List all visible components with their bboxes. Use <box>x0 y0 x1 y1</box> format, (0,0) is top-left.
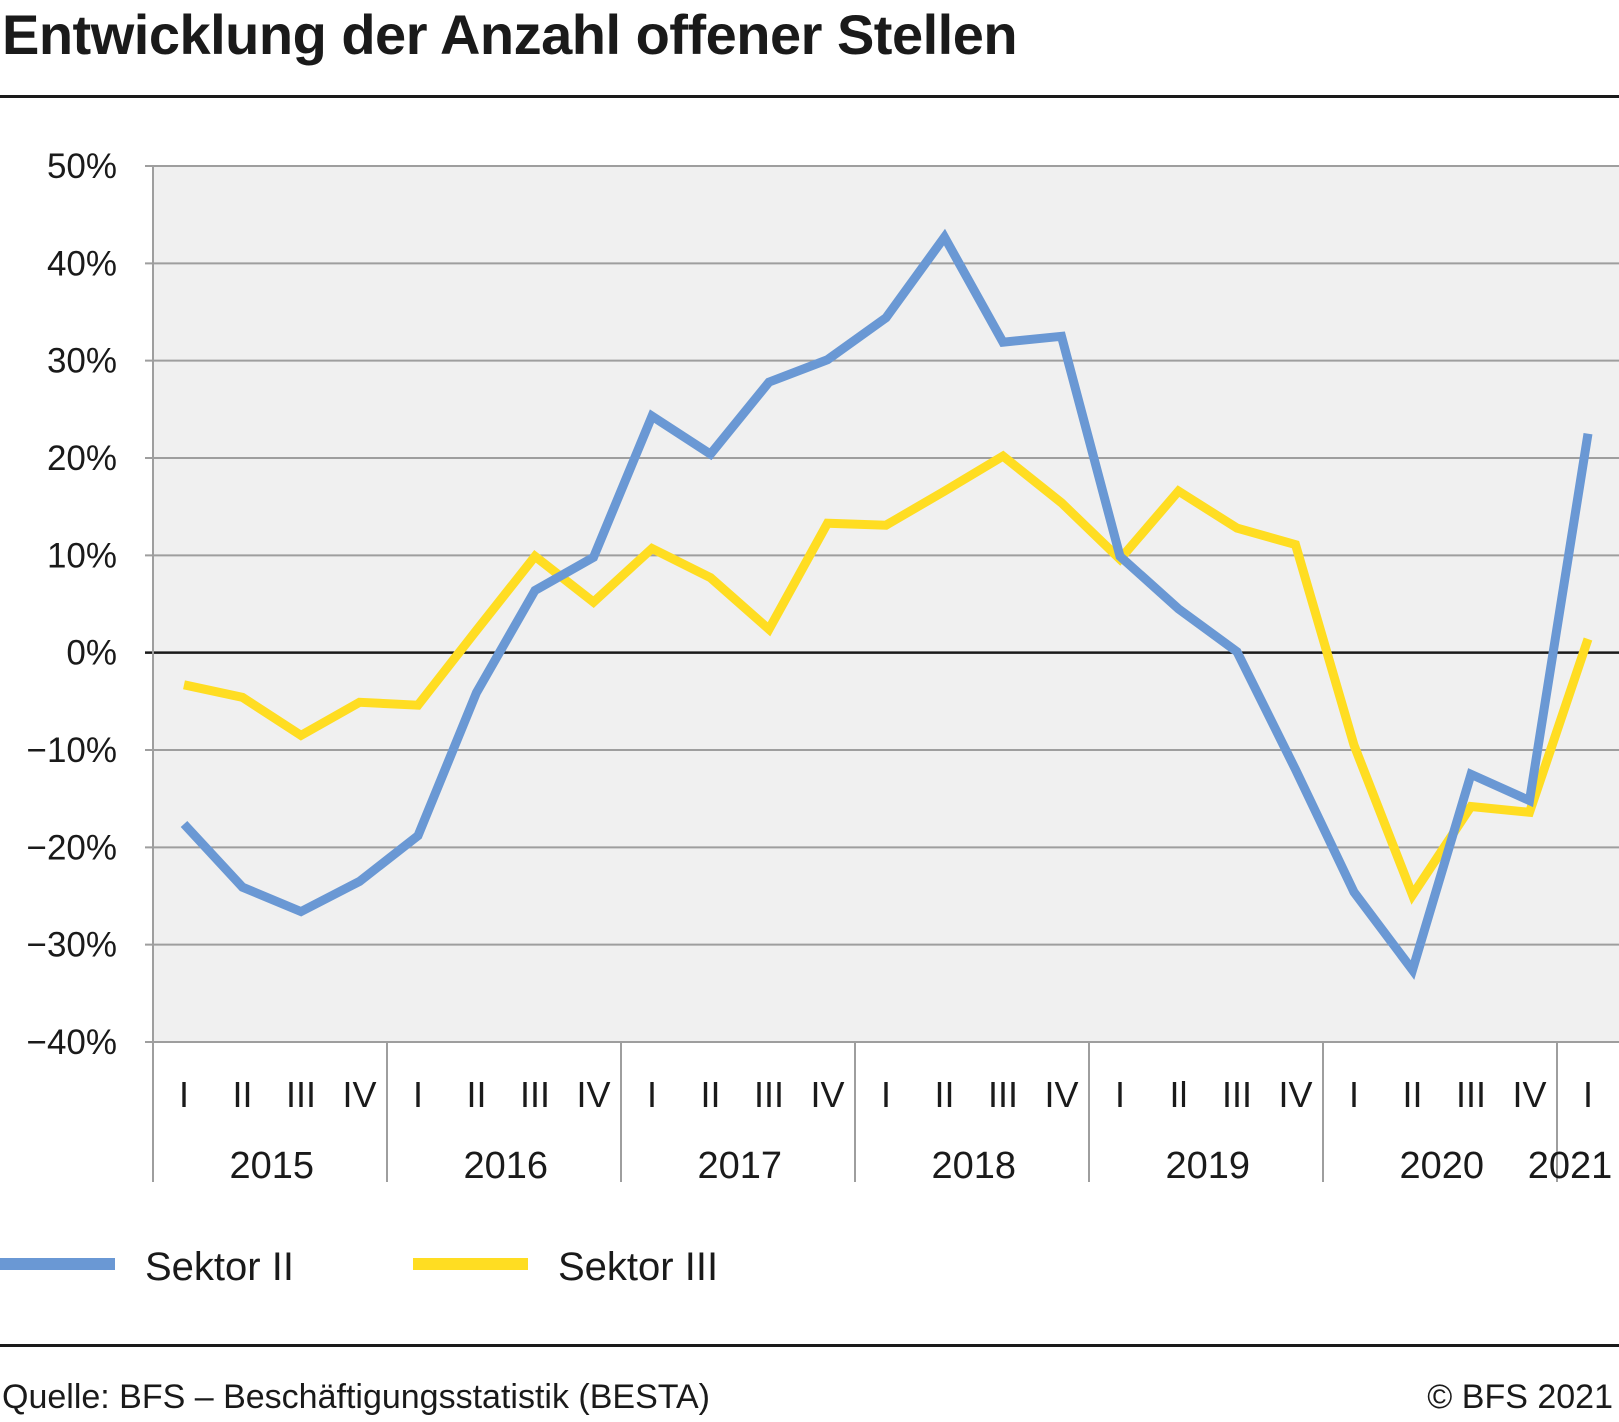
bottom-divider <box>0 1344 1619 1347</box>
y-tick-label: 0% <box>66 634 117 673</box>
legend: Sektor II Sektor III <box>0 1245 718 1289</box>
year-label: 2015 <box>229 1145 314 1187</box>
x-tick-label: I <box>1349 1074 1359 1115</box>
x-tick-label: I <box>413 1074 423 1115</box>
x-tick-label: I <box>647 1074 657 1115</box>
x-tick-label: Il <box>1170 1074 1188 1115</box>
y-tick-label: 30% <box>47 342 117 381</box>
x-tick-label: IV <box>810 1074 844 1115</box>
x-axis: I II III IV I II III IV I II III IV I II III IV I Il III IV… <box>152 1042 1613 1187</box>
legend-label: Sektor II <box>145 1245 294 1289</box>
x-tick-label: II <box>466 1074 486 1115</box>
x-tick-label: IV <box>1278 1074 1312 1115</box>
year-label: 2020 <box>1399 1145 1484 1187</box>
x-tick-label: II <box>934 1074 954 1115</box>
year-label: 2021 <box>1528 1145 1613 1187</box>
y-tick-label: −40% <box>27 1023 118 1062</box>
x-tick-label: I <box>179 1074 189 1115</box>
x-tick-label: I <box>1583 1074 1593 1115</box>
x-tick-label: IV <box>342 1074 376 1115</box>
y-tick-label: −30% <box>27 926 118 965</box>
x-tick-label: III <box>1222 1074 1252 1115</box>
series-line-sektor-iii <box>183 450 1593 905</box>
y-tick-label: 10% <box>47 536 117 575</box>
y-tick-label: 40% <box>47 244 117 283</box>
copyright-note: © BFS 2021 <box>1427 1378 1613 1416</box>
series-lines <box>180 228 1593 980</box>
year-label: 2019 <box>1165 1145 1250 1187</box>
x-tick-label: III <box>754 1074 784 1115</box>
y-tick-label: −10% <box>27 731 118 770</box>
x-tick-label: IV <box>576 1074 610 1115</box>
x-tick-label: I <box>1115 1074 1125 1115</box>
x-tick-label: IV <box>1512 1074 1546 1115</box>
year-label: 2016 <box>463 1145 548 1187</box>
y-tick-label: 20% <box>47 439 117 478</box>
chart-title: Entwicklung der Anzahl offener Stellen <box>2 3 1018 66</box>
legend-label: Sektor III <box>558 1245 718 1289</box>
x-tick-label: II <box>700 1074 720 1115</box>
y-tick-label: 50% <box>47 147 117 186</box>
x-tick-label: I <box>881 1074 891 1115</box>
y-tick-label: −20% <box>27 828 118 867</box>
line-chart: −40%−30%−20%−10%0%10%20%30%40%50% I II III… <box>0 147 1619 1289</box>
y-axis-labels: −40% −30% −20% −10% 0% 10% 20% 30% 40% 50% <box>27 147 118 1062</box>
x-tick-label: IV <box>1044 1074 1078 1115</box>
source-note: Quelle: BFS – Beschäftigungsstatistik (B… <box>2 1378 710 1416</box>
x-tick-label: III <box>988 1074 1018 1115</box>
plot-background <box>153 166 1619 1042</box>
x-tick-label: II <box>1402 1074 1422 1115</box>
x-tick-label: II <box>232 1074 252 1115</box>
x-tick-label: III <box>1456 1074 1486 1115</box>
x-tick-label: III <box>286 1074 316 1115</box>
gridlines <box>145 165 1619 1043</box>
year-label: 2018 <box>931 1145 1016 1187</box>
x-tick-label: III <box>520 1074 550 1115</box>
top-divider <box>0 95 1619 98</box>
series-line-sektor-ii <box>180 228 1593 980</box>
year-label: 2017 <box>697 1145 782 1187</box>
